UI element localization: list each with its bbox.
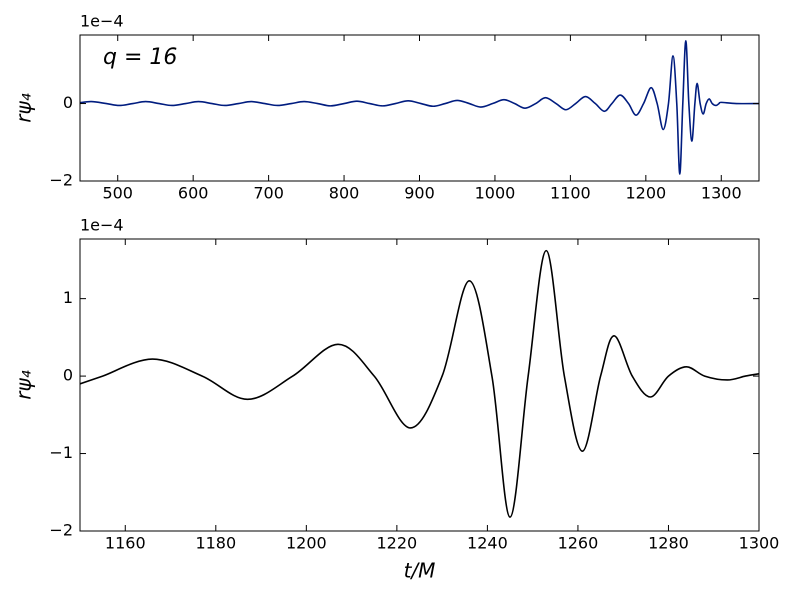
x-tick-label: 1180 xyxy=(195,534,236,553)
y-tick-label: 0 xyxy=(63,93,73,112)
x-tick-label: 1220 xyxy=(377,534,418,553)
x-tick-label: 1000 xyxy=(475,184,516,203)
x-tick-label: 500 xyxy=(102,184,133,203)
axes-frame xyxy=(79,34,760,182)
offset-text: 1e−4 xyxy=(80,216,124,235)
x-tick-label: 900 xyxy=(404,184,435,203)
x-tick-label: 1200 xyxy=(286,534,327,553)
x-tick-label: 1300 xyxy=(701,184,742,203)
x-tick-label: 1300 xyxy=(739,534,780,553)
x-tick-label: 600 xyxy=(178,184,209,203)
y-axis-label: rψ₄ xyxy=(12,370,36,399)
x-tick-label: 1100 xyxy=(550,184,591,203)
y-tick-label: −1 xyxy=(49,443,73,462)
x-tick-label: 1160 xyxy=(105,534,146,553)
y-tick-label: −2 xyxy=(49,521,73,540)
x-tick-label: 800 xyxy=(329,184,360,203)
x-tick-label: 1280 xyxy=(648,534,689,553)
x-tick-label: 1200 xyxy=(625,184,666,203)
x-tick-label: 1260 xyxy=(558,534,599,553)
x-tick-label: 1240 xyxy=(467,534,508,553)
x-axis-label: t/M xyxy=(404,559,436,583)
y-tick-label: 0 xyxy=(63,366,73,385)
y-tick-label: 1 xyxy=(63,288,73,307)
y-axis-label: rψ₄ xyxy=(12,93,36,122)
annotation: q = 16 xyxy=(103,45,177,70)
x-tick-label: 700 xyxy=(253,184,284,203)
y-tick-label: −2 xyxy=(49,171,73,190)
data-line xyxy=(80,40,759,175)
data-line xyxy=(80,249,759,518)
offset-text: 1e−4 xyxy=(80,12,124,31)
axes-frame xyxy=(79,238,760,532)
